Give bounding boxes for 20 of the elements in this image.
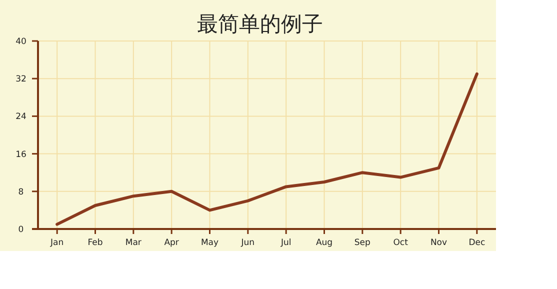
x-tick-label: Sep bbox=[354, 238, 370, 248]
y-tick-label: 0 bbox=[18, 225, 24, 235]
x-tick-label: Aug bbox=[316, 238, 333, 248]
x-tick-label: Jun bbox=[240, 238, 255, 248]
x-tick-label: Jul bbox=[280, 238, 292, 248]
x-tick-label: Nov bbox=[430, 238, 448, 248]
x-tick-label: Dec bbox=[468, 238, 486, 248]
chart-title: 最简单的例子 bbox=[197, 12, 323, 36]
x-tick-label: May bbox=[200, 238, 219, 248]
x-tick-label: Feb bbox=[88, 238, 103, 248]
y-tick-label: 24 bbox=[16, 112, 26, 122]
y-tick-label: 16 bbox=[16, 150, 26, 160]
x-tick-label: Oct bbox=[393, 238, 409, 248]
x-tick-label: Mar bbox=[125, 238, 142, 248]
y-tick-label: 40 bbox=[16, 37, 26, 47]
y-tick-label: 32 bbox=[16, 74, 26, 85]
line-series bbox=[56, 72, 478, 226]
y-tick-label: 8 bbox=[18, 187, 24, 198]
x-tick-label: Jan bbox=[50, 238, 64, 248]
x-tick-label: Apr bbox=[164, 238, 180, 248]
